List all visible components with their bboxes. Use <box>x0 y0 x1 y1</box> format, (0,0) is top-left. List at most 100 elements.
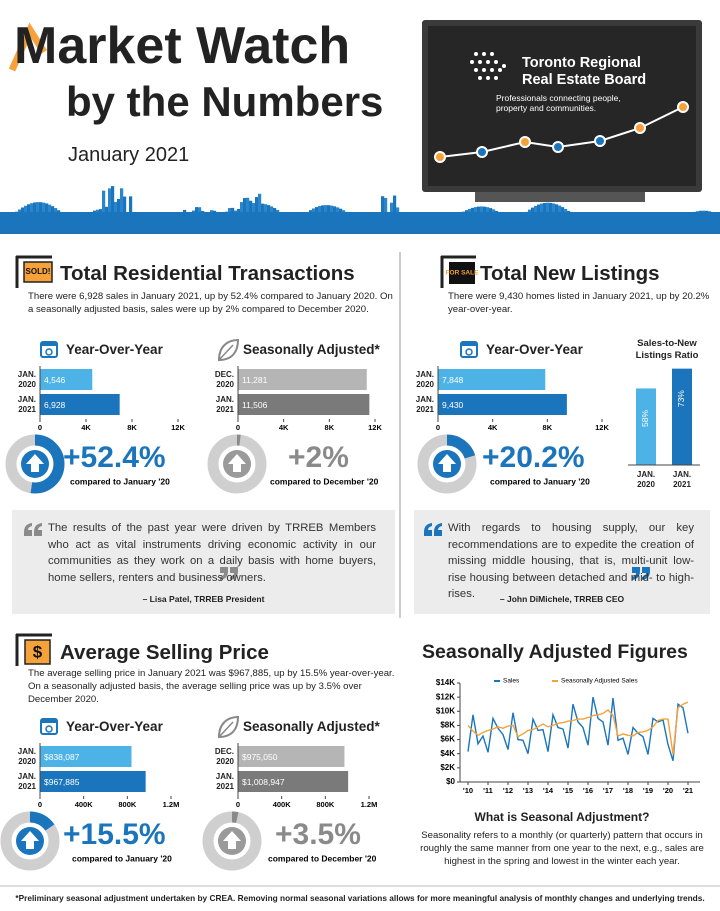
logo-dot <box>470 60 474 64</box>
bar <box>238 746 345 767</box>
x-tick-label: 8K <box>325 423 335 432</box>
x-tick-label: 0 <box>236 800 240 809</box>
screen-point <box>519 136 531 148</box>
sign-board <box>23 261 53 283</box>
x-tick-label: 1.2M <box>163 800 180 809</box>
section-title: Total New Listings <box>480 262 660 285</box>
x-tick-label: 0 <box>38 423 42 432</box>
org-name: Real Estate Board <box>522 72 647 88</box>
y-tick-label: $4K <box>440 749 455 758</box>
logo-dot <box>478 76 482 80</box>
gauge-arrow <box>26 454 44 472</box>
y-tick-label: $6K <box>440 735 455 744</box>
section-description: There were 9,430 homes listed in January… <box>448 291 710 315</box>
category-label: DEC. 2020 <box>214 747 234 766</box>
logo-dot <box>482 52 486 56</box>
section-title: Average Selling Price <box>60 641 269 664</box>
org-tagline: property and communities. <box>496 103 597 113</box>
logo-dot <box>474 52 478 56</box>
quote-mark <box>230 567 238 580</box>
change-caption: compared to January '20 <box>490 476 590 486</box>
legend-label: Sales <box>503 678 520 685</box>
x-tick-label: 12K <box>171 423 185 432</box>
leaf-icon <box>217 715 240 739</box>
change-label: +52.4% <box>63 441 166 474</box>
org-name: Toronto Regional <box>522 55 641 71</box>
bar <box>438 394 567 415</box>
quote-mark <box>642 567 650 580</box>
gauge-arc <box>231 811 239 823</box>
x-tick-label: 12K <box>368 423 382 432</box>
explainer-title: What is Seasonal Adjustment? <box>474 810 650 824</box>
sign-board <box>24 639 51 665</box>
skyline <box>0 186 720 234</box>
bar-value-label: $838,087 <box>44 752 80 762</box>
change-label: +3.5% <box>275 818 361 851</box>
logo-dot <box>490 68 494 72</box>
gauge-arc <box>29 811 55 831</box>
x-tick-label: '18 <box>623 786 633 795</box>
x-tick-label: '12 <box>503 786 513 795</box>
quote-mark <box>424 523 432 536</box>
bar <box>40 394 120 415</box>
chart-title: Seasonally Adjusted* <box>243 342 380 357</box>
logo-dot <box>502 64 506 68</box>
change-caption: compared to December '20 <box>270 476 379 486</box>
bar-value-label: 6,928 <box>44 400 66 410</box>
chart-title: Sales-to-New Listings Ratio <box>635 338 699 361</box>
quote-mark <box>220 567 228 580</box>
legend-label: Seasonally Adjusted Sales <box>561 678 638 685</box>
x-tick-label: 0 <box>38 800 42 809</box>
quote-attribution: – Lisa Patel, TRREB President <box>142 594 265 604</box>
logo-dot <box>490 52 494 56</box>
y-tick-label: $10K <box>436 706 455 715</box>
x-tick-label: '10 <box>463 786 473 795</box>
x-tick-label: 1.2M <box>361 800 378 809</box>
x-tick-label: 12K <box>595 423 609 432</box>
quote-mark <box>632 567 640 580</box>
icon-arrow <box>45 725 53 733</box>
change-caption: compared to January '20 <box>72 853 172 863</box>
y-tick-label: $12K <box>436 692 455 701</box>
quote-mark <box>434 523 442 536</box>
calendar-icon <box>40 718 58 735</box>
sold-sign <box>15 255 53 288</box>
logo-dot <box>494 76 498 80</box>
icon-arrow <box>45 348 53 356</box>
bar <box>40 771 146 792</box>
logo-dot <box>486 60 490 64</box>
quote-text: With regards to housing supply, our key … <box>448 522 694 600</box>
change-label: +20.2% <box>482 441 585 474</box>
x-tick-label: 800K <box>316 800 335 809</box>
screen-points <box>434 101 689 163</box>
close-quote <box>632 567 650 580</box>
bar-value-label: 4,546 <box>44 375 66 385</box>
close-quote <box>220 567 238 580</box>
chart-title: Year-Over-Year <box>486 342 583 357</box>
bar <box>238 771 349 792</box>
x-tick-label: '15 <box>563 786 573 795</box>
title: by the Numbers <box>66 78 384 125</box>
category-label: JAN. 2020 <box>636 470 656 489</box>
bar-value-label: $975,050 <box>242 752 278 762</box>
bar <box>438 369 546 390</box>
bar-value-label: $967,885 <box>44 777 80 787</box>
x-tick-label: 8K <box>127 423 137 432</box>
change-caption: compared to December '20 <box>268 853 377 863</box>
date: January 2021 <box>68 144 190 166</box>
quote-mark <box>24 523 32 536</box>
chart-title: Year-Over-Year <box>66 719 163 734</box>
leaf-vein <box>218 721 234 738</box>
x-tick-label: '16 <box>583 786 593 795</box>
gauge-arc <box>30 434 65 494</box>
y-tick-label: $0 <box>446 777 455 786</box>
screen-stand <box>475 192 645 202</box>
gauge-arrow <box>223 831 241 849</box>
open-quote <box>424 523 442 536</box>
screen-point <box>434 151 446 163</box>
bar-value-label: 11,506 <box>242 400 268 410</box>
section-description: There were 6,928 sales in January 2021, … <box>28 291 393 315</box>
bar <box>672 368 692 465</box>
